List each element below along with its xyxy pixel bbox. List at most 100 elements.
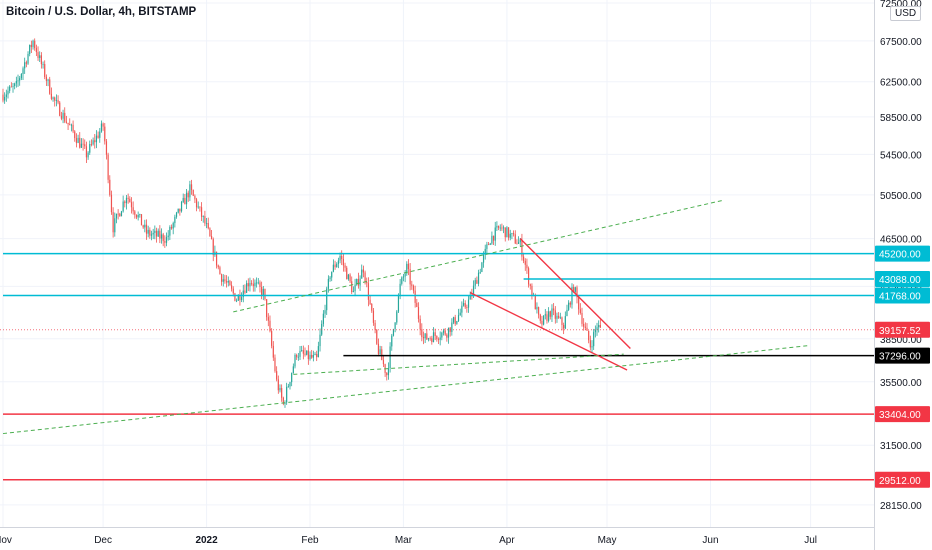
candle-body xyxy=(477,272,480,284)
candle-body xyxy=(381,349,383,361)
candle-body xyxy=(519,239,521,243)
candle-body xyxy=(227,280,229,283)
candle-body xyxy=(246,283,248,293)
candle-body xyxy=(249,283,251,287)
candle-body xyxy=(402,276,405,278)
candle-body xyxy=(467,299,470,308)
candle-body xyxy=(481,262,483,272)
x-tick-label: Feb xyxy=(301,535,319,546)
candle-body xyxy=(326,288,328,311)
candle-body xyxy=(309,354,311,360)
candle-body xyxy=(209,228,211,237)
candle-body xyxy=(576,287,578,298)
candle-body xyxy=(252,283,254,287)
candle-body xyxy=(5,94,7,97)
candle-body xyxy=(366,281,368,284)
candle-body xyxy=(97,135,99,138)
candle-body xyxy=(257,282,259,284)
candle-body xyxy=(174,216,176,224)
candle-body xyxy=(262,288,264,295)
candle-body xyxy=(44,64,46,77)
y-tick-label: 50500.00 xyxy=(880,191,922,202)
candle-body xyxy=(55,100,57,101)
candle-body xyxy=(241,297,243,301)
candle-body xyxy=(356,278,358,285)
candle-body xyxy=(259,282,261,287)
candle-body xyxy=(254,282,256,287)
candle-body xyxy=(145,224,148,234)
candle-body xyxy=(137,215,139,218)
candle-body xyxy=(479,271,481,273)
candle-body xyxy=(172,223,174,229)
level-price-badge xyxy=(875,347,930,364)
candle-body xyxy=(292,366,294,374)
y-tick-label: 28150.00 xyxy=(880,501,922,512)
candle-body xyxy=(536,307,538,310)
candle-body xyxy=(591,346,593,348)
candle-body xyxy=(187,192,189,198)
candle-body xyxy=(40,55,42,65)
candle-body xyxy=(511,233,513,234)
candle-body xyxy=(317,346,319,358)
candle-body xyxy=(484,248,486,255)
candle-body xyxy=(474,280,476,286)
candle-body xyxy=(122,201,124,212)
candle-body xyxy=(432,332,435,343)
candle-body xyxy=(462,303,465,306)
candle-body xyxy=(419,318,421,330)
candle-body xyxy=(492,235,495,241)
candle-body xyxy=(291,373,293,383)
currency-button[interactable]: USD xyxy=(890,6,922,21)
plot-area xyxy=(0,0,874,527)
candle-body xyxy=(281,388,283,398)
candle-body xyxy=(327,278,329,289)
candle-body xyxy=(25,62,27,64)
last-price-badge xyxy=(875,321,930,338)
candle-body xyxy=(247,283,249,287)
candle-body xyxy=(282,397,284,404)
candle-body xyxy=(431,338,433,343)
last-price-badge-label: 39157.52 xyxy=(879,326,921,337)
candle-body xyxy=(429,338,431,340)
candle-body xyxy=(65,121,68,123)
candle-body xyxy=(583,323,585,327)
candle-body xyxy=(154,230,156,233)
candle-body xyxy=(167,235,169,238)
candle-body xyxy=(389,346,391,369)
candle-body xyxy=(276,371,278,380)
level-price-badge xyxy=(875,245,930,262)
candle-body xyxy=(114,218,116,233)
candle-body xyxy=(77,137,79,143)
candle-body xyxy=(342,259,344,266)
candle-body xyxy=(599,325,601,328)
candle-body xyxy=(57,100,59,103)
candle-body xyxy=(94,140,96,143)
candle-body xyxy=(452,317,455,323)
candle-body xyxy=(39,55,41,58)
candle-body xyxy=(514,234,516,244)
candle-body xyxy=(362,269,365,273)
candle-body xyxy=(346,267,348,280)
candle-body xyxy=(10,86,12,88)
candle-body xyxy=(34,40,36,49)
candle-body xyxy=(482,254,485,263)
candle-body xyxy=(554,310,556,319)
candle-body xyxy=(549,311,551,317)
candle-body xyxy=(359,278,361,286)
candle-body xyxy=(45,76,47,81)
candle-body xyxy=(107,154,109,180)
candle-body xyxy=(424,333,426,339)
candle-body xyxy=(194,195,196,200)
candle-body xyxy=(190,184,193,191)
candle-body xyxy=(301,350,303,352)
candle-body xyxy=(134,211,136,215)
candle-body xyxy=(521,239,523,257)
candle-body xyxy=(50,93,52,99)
candle-body xyxy=(394,322,396,329)
candle-body xyxy=(578,297,580,310)
candle-body xyxy=(202,216,204,217)
candle-body xyxy=(177,208,179,213)
candle-body xyxy=(544,314,546,316)
candle-body xyxy=(67,122,69,125)
